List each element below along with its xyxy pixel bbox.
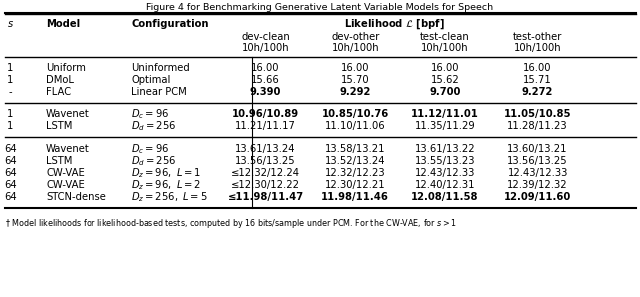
Text: 64: 64 — [4, 168, 17, 178]
Text: 1: 1 — [7, 121, 13, 131]
Text: 13.61/13.22: 13.61/13.22 — [415, 144, 475, 154]
Text: 12.32/12.23: 12.32/12.23 — [325, 168, 385, 178]
Text: 10h/100h: 10h/100h — [421, 43, 468, 53]
Text: 13.58/13.21: 13.58/13.21 — [325, 144, 385, 154]
Text: $D_c = 96$: $D_c = 96$ — [131, 142, 170, 156]
Text: 15.70: 15.70 — [341, 75, 369, 85]
Text: CW-VAE: CW-VAE — [46, 168, 85, 178]
Text: Figure 4 for Benchmarking Generative Latent Variable Models for Speech: Figure 4 for Benchmarking Generative Lat… — [147, 2, 493, 12]
Text: 15.66: 15.66 — [252, 75, 280, 85]
Text: CW-VAE: CW-VAE — [46, 180, 85, 190]
Text: 10h/100h: 10h/100h — [332, 43, 379, 53]
Text: 9.272: 9.272 — [522, 87, 554, 97]
Text: 12.43/12.33: 12.43/12.33 — [508, 168, 568, 178]
Text: ≤11.98/11.47: ≤11.98/11.47 — [228, 192, 303, 202]
Text: 13.55/13.23: 13.55/13.23 — [415, 156, 475, 166]
Text: 16.00: 16.00 — [341, 63, 369, 73]
Text: $s$: $s$ — [7, 19, 13, 29]
Text: dev-other: dev-other — [331, 32, 380, 42]
Text: 12.30/12.21: 12.30/12.21 — [325, 180, 385, 190]
Text: 64: 64 — [4, 156, 17, 166]
Text: 1: 1 — [7, 63, 13, 73]
Text: test-clean: test-clean — [420, 32, 470, 42]
Text: ≤12.32/12.24: ≤12.32/12.24 — [231, 168, 300, 178]
Text: Wavenet: Wavenet — [46, 144, 90, 154]
Text: 12.43/12.33: 12.43/12.33 — [415, 168, 475, 178]
Text: 64: 64 — [4, 144, 17, 154]
Text: 13.60/13.21: 13.60/13.21 — [508, 144, 568, 154]
Text: 10h/100h: 10h/100h — [514, 43, 561, 53]
Text: 1: 1 — [7, 109, 13, 119]
Text: 1: 1 — [7, 75, 13, 85]
Text: 11.21/11.17: 11.21/11.17 — [235, 121, 296, 131]
Text: LSTM: LSTM — [46, 121, 72, 131]
Text: $D_z = 96,\ L = 1$: $D_z = 96,\ L = 1$ — [131, 166, 202, 180]
Text: 13.56/13.25: 13.56/13.25 — [508, 156, 568, 166]
Text: 11.28/11.23: 11.28/11.23 — [508, 121, 568, 131]
Text: Uniform: Uniform — [46, 63, 86, 73]
Text: -: - — [8, 87, 12, 97]
Text: 15.71: 15.71 — [524, 75, 552, 85]
Text: 12.39/12.32: 12.39/12.32 — [508, 180, 568, 190]
Text: $D_d = 256$: $D_d = 256$ — [131, 119, 177, 133]
Text: ≤12.30/12.22: ≤12.30/12.22 — [231, 180, 300, 190]
Text: 9.390: 9.390 — [250, 87, 282, 97]
Text: Linear PCM: Linear PCM — [131, 87, 187, 97]
Text: 13.52/13.24: 13.52/13.24 — [325, 156, 385, 166]
Text: $D_c = 96$: $D_c = 96$ — [131, 107, 170, 121]
Text: 11.35/11.29: 11.35/11.29 — [415, 121, 475, 131]
Text: $D_d = 256$: $D_d = 256$ — [131, 154, 177, 168]
Text: 11.10/11.06: 11.10/11.06 — [325, 121, 385, 131]
Text: 12.09/11.60: 12.09/11.60 — [504, 192, 572, 202]
Text: 10h/100h: 10h/100h — [242, 43, 289, 53]
Text: $D_z = 96,\ L = 2$: $D_z = 96,\ L = 2$ — [131, 178, 202, 192]
Text: 10.85/10.76: 10.85/10.76 — [321, 109, 389, 119]
Text: DMoL: DMoL — [46, 75, 74, 85]
Text: 10.96/10.89: 10.96/10.89 — [232, 109, 299, 119]
Text: 12.40/12.31: 12.40/12.31 — [415, 180, 475, 190]
Text: Wavenet: Wavenet — [46, 109, 90, 119]
Text: 11.12/11.01: 11.12/11.01 — [411, 109, 479, 119]
Text: test-other: test-other — [513, 32, 563, 42]
Text: 11.98/11.46: 11.98/11.46 — [321, 192, 389, 202]
Text: FLAC: FLAC — [46, 87, 71, 97]
Text: 13.56/13.25: 13.56/13.25 — [236, 156, 296, 166]
Text: $D_z = 256,\ L = 5$: $D_z = 256,\ L = 5$ — [131, 190, 208, 204]
Text: 11.05/10.85: 11.05/10.85 — [504, 109, 572, 119]
Text: 16.00: 16.00 — [252, 63, 280, 73]
Text: 12.08/11.58: 12.08/11.58 — [411, 192, 479, 202]
Text: 64: 64 — [4, 192, 17, 202]
Text: 16.00: 16.00 — [431, 63, 459, 73]
Text: Optimal: Optimal — [131, 75, 171, 85]
Text: STCN-dense: STCN-dense — [46, 192, 106, 202]
Text: 13.61/13.24: 13.61/13.24 — [236, 144, 296, 154]
Text: Uninformed: Uninformed — [131, 63, 190, 73]
Text: LSTM: LSTM — [46, 156, 72, 166]
Text: 16.00: 16.00 — [524, 63, 552, 73]
Text: † Model likelihoods for likelihood-based tests, computed by 16 bits/sample under: † Model likelihoods for likelihood-based… — [5, 217, 457, 230]
Text: dev-clean: dev-clean — [241, 32, 290, 42]
Text: Likelihood $\mathcal{L}$ [bpf]: Likelihood $\mathcal{L}$ [bpf] — [344, 17, 445, 31]
Text: 9.700: 9.700 — [429, 87, 461, 97]
Text: 15.62: 15.62 — [431, 75, 459, 85]
Text: Model: Model — [46, 19, 80, 29]
Text: 9.292: 9.292 — [339, 87, 371, 97]
Text: 64: 64 — [4, 180, 17, 190]
Text: Configuration: Configuration — [131, 19, 209, 29]
